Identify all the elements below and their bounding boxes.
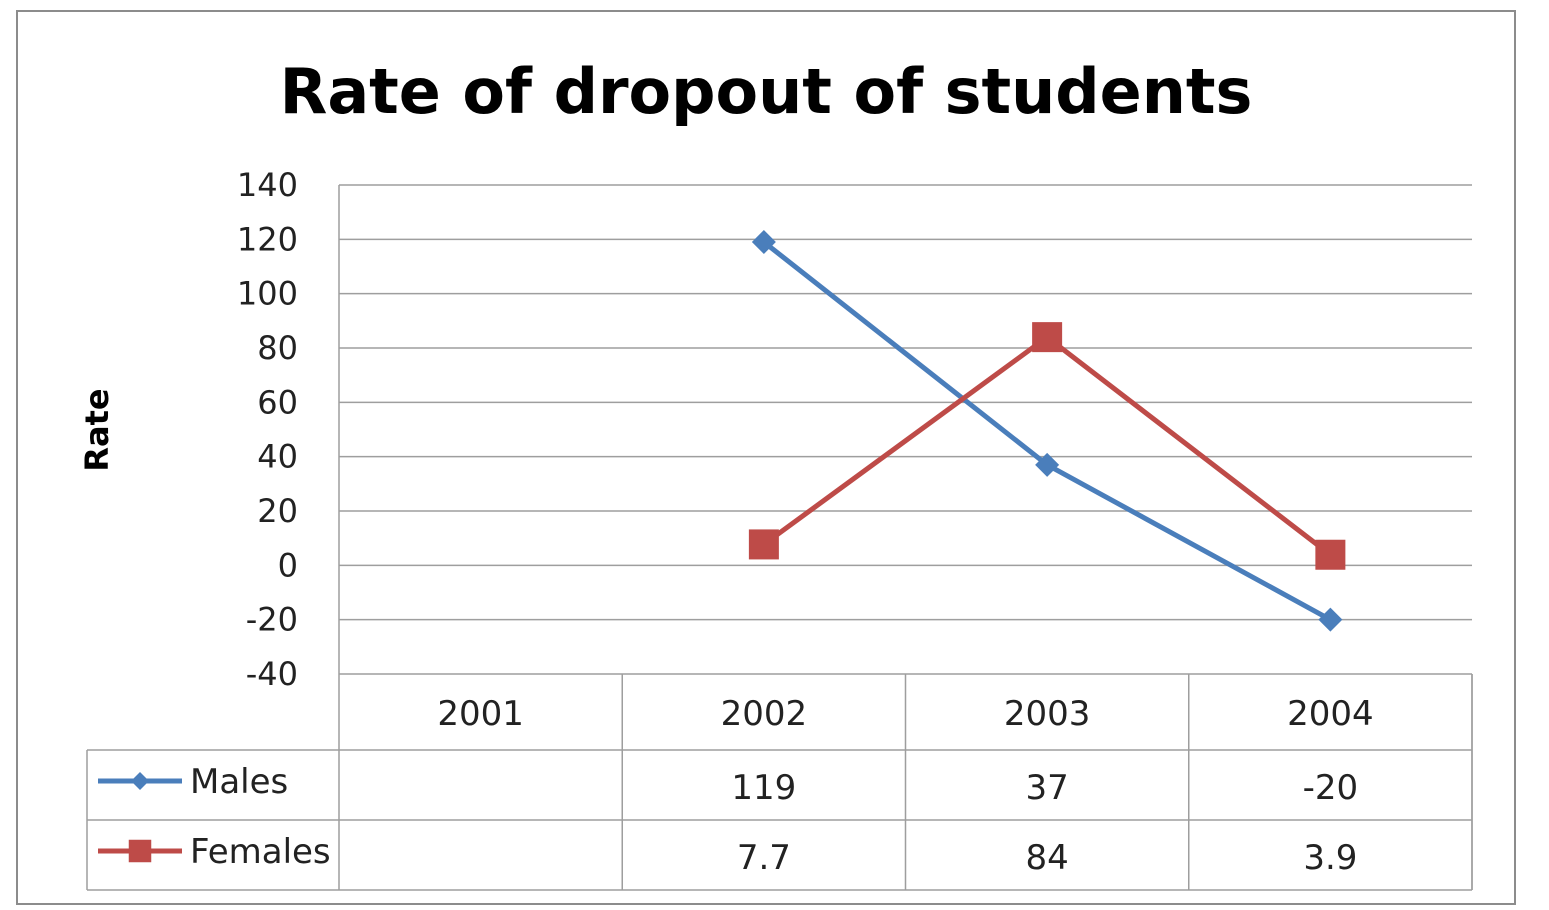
data-table-value: 37: [1025, 768, 1068, 808]
y-tick-label: 80: [257, 329, 298, 367]
legend-marker: [131, 772, 149, 790]
series-line-females: [762, 334, 1332, 557]
y-tick-label: 100: [237, 275, 298, 313]
y-axis-label: Rate: [78, 388, 116, 471]
x-tick-label: 2003: [1004, 694, 1091, 734]
data-table-value: 3.9: [1303, 838, 1357, 878]
legend-label: Females: [190, 832, 331, 872]
y-tick-label: -40: [246, 655, 298, 693]
x-tick-label: 2001: [437, 694, 524, 734]
x-tick-label: 2004: [1287, 694, 1374, 734]
chart-title: Rate of dropout of students: [280, 55, 1253, 128]
y-tick-label: 20: [257, 492, 298, 530]
gridlines: [338, 184, 1472, 675]
y-axis-ticks: 140 120 100 80 60 40 20 0 -20 -40: [237, 166, 298, 693]
data-table: 2001 2002 2003 2004 Males 119 37 -20 Females 7.7 8…: [86, 674, 1473, 891]
data-point-females: [1032, 322, 1063, 353]
chart-frame: [16, 10, 1516, 905]
y-tick-label: 120: [237, 220, 298, 258]
data-point-females: [748, 529, 779, 560]
series-line-males: [762, 240, 1332, 622]
y-tick-label: 40: [257, 438, 298, 476]
y-tick-label: 140: [237, 166, 298, 204]
y-tick-label: 0: [278, 546, 298, 584]
data-point-males: [1318, 607, 1343, 632]
legend-label: Males: [190, 762, 288, 802]
data-table-value: -20: [1303, 768, 1359, 808]
data-point-males: [751, 230, 776, 255]
legend-entry-females: Females: [98, 832, 331, 872]
legend-entry-males: Males: [98, 762, 288, 802]
series-lines: [748, 230, 1346, 632]
data-table-value: 119: [731, 768, 796, 808]
data-table-value: 7.7: [737, 838, 791, 878]
data-point-females: [1315, 539, 1346, 570]
data-point-males: [1035, 452, 1060, 477]
x-tick-label: 2002: [721, 694, 808, 734]
legend-marker: [128, 839, 152, 863]
y-tick-label: 60: [257, 383, 298, 421]
y-tick-label: -20: [246, 601, 298, 639]
data-table-value: 84: [1025, 838, 1068, 878]
